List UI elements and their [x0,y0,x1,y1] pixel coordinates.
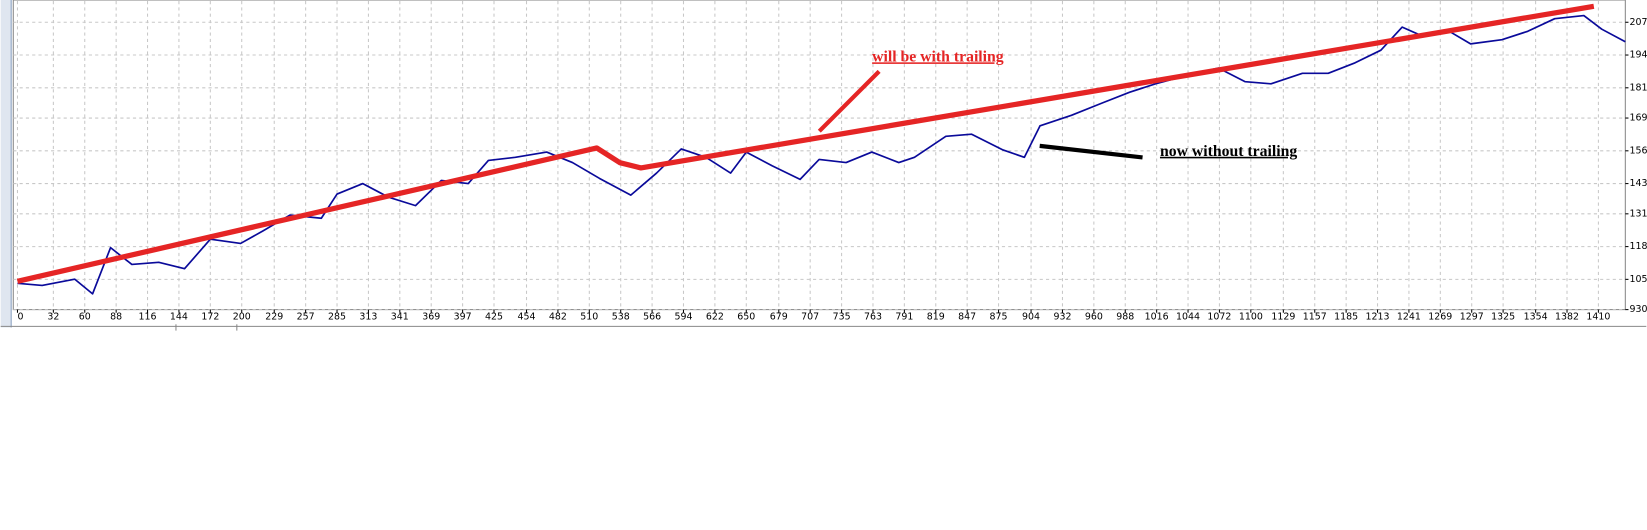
x-tick-label: 707 [801,311,819,322]
x-tick-label: 1100 [1239,311,1263,322]
y-tick-label: 118 [1630,241,1647,252]
y-tick-label: 207 [1630,17,1647,28]
x-tick-label: 397 [454,311,472,322]
x-tick-label: 32 [47,311,59,322]
red-pointer [817,69,881,133]
plot-area [12,0,1626,311]
x-tick-label: 622 [706,311,724,322]
x-tick-label: 988 [1116,311,1134,322]
x-tick-label: 369 [422,311,440,322]
x-tick-label: 88 [110,311,122,322]
x-tick-label: 1269 [1428,311,1452,322]
window-frame [0,0,12,328]
x-tick-label: 1185 [1334,311,1358,322]
trailing-line [16,3,1595,284]
y-tick-label: 143 [1630,178,1647,189]
x-tick-label: 594 [674,311,692,322]
x-tick-label: 200 [233,311,251,322]
x-tick-label: 116 [139,311,157,322]
x-tick-label: 847 [958,311,976,322]
x-tick-label: 679 [770,311,788,322]
x-tick-label: 566 [643,311,661,322]
x-tick-label: 229 [265,311,283,322]
x-tick-label: 1157 [1303,311,1327,322]
x-tick-label: 650 [737,311,755,322]
x-tick-label: 538 [612,311,630,322]
black-pointer [1039,143,1143,160]
annotation: now without trailing [1160,143,1297,160]
y-tick-label: 131 [1630,208,1647,219]
x-tick-label: 1297 [1460,311,1484,322]
x-tick-label: 510 [580,311,598,322]
x-tick-label: 1213 [1366,311,1390,322]
x-tick-label: 1016 [1145,311,1169,322]
y-tick-label: 105 [1630,274,1647,285]
x-tick-label: 1044 [1176,311,1200,322]
x-tick-label: 341 [391,311,409,322]
x-tick-label: 172 [201,311,219,322]
x-tick-label: 1129 [1271,311,1295,322]
y-tick-label: 930 [1630,304,1647,315]
x-tick-label: 0 [17,311,23,322]
x-tick-label: 454 [518,311,536,322]
y-tick-label: 194 [1630,50,1647,61]
x-tick-label: 257 [297,311,315,322]
x-tick-label: 763 [864,311,882,322]
x-tick-label: 313 [359,311,377,322]
x-tick-label: 1072 [1207,311,1231,322]
x-tick-label: 482 [549,311,567,322]
x-tick-label: 960 [1085,311,1103,322]
x-tick-label: 1410 [1586,311,1610,322]
x-tick-label: 1382 [1555,311,1579,322]
x-tick-label: 144 [170,311,188,322]
x-tick-label: 425 [485,311,503,322]
y-tick-label: 169 [1630,113,1647,124]
x-tick-label: 904 [1022,311,1040,322]
y-tick-label: 181 [1630,82,1647,93]
annotation: will be with trailing [872,48,1004,65]
x-tick-label: 875 [990,311,1008,322]
x-tick-label: 1325 [1491,311,1515,322]
x-tick-label: 1354 [1524,311,1548,322]
x-tick-label: 819 [927,311,945,322]
x-tick-label: 1241 [1397,311,1421,322]
y-tick-label: 156 [1630,145,1647,156]
x-tick-label: 60 [79,311,91,322]
x-tick-label: 735 [833,311,851,322]
x-tick-label: 791 [895,311,913,322]
x-tick-label: 285 [328,311,346,322]
x-tick-label: 932 [1053,311,1071,322]
